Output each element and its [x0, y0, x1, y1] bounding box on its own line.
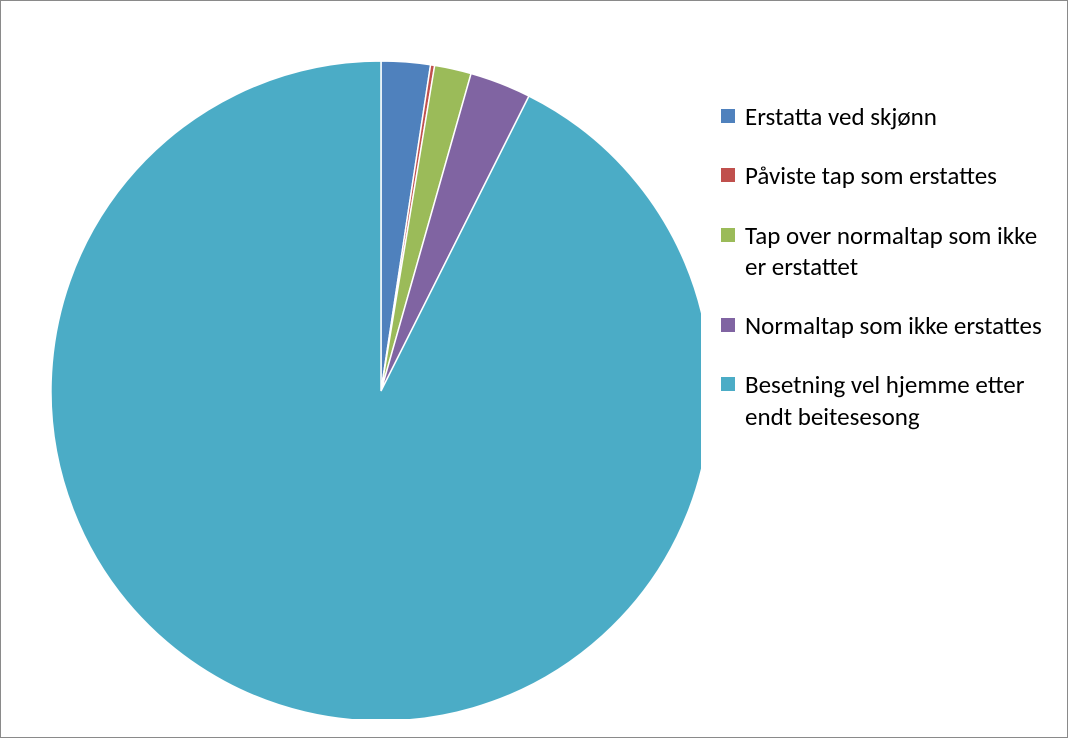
legend-item-0: Erstatta ved skjønn	[721, 101, 1051, 132]
legend-label-1: Påviste tap som erstattes	[745, 160, 997, 191]
pie-slice-4	[51, 61, 701, 719]
legend-label-3: Normaltap som ikke erstattes	[745, 310, 1042, 341]
legend-label-0: Erstatta ved skjønn	[745, 101, 937, 132]
legend: Erstatta ved skjønn Påviste tap som ersta…	[721, 101, 1051, 460]
legend-label-4: Besetning vel hjemme etter endt beiteses…	[745, 369, 1045, 432]
legend-item-4: Besetning vel hjemme etter endt beiteses…	[721, 369, 1051, 432]
pie-chart	[21, 21, 701, 719]
legend-item-1: Påviste tap som erstattes	[721, 160, 1051, 191]
legend-swatch-2	[721, 228, 735, 242]
legend-swatch-4	[721, 377, 735, 391]
legend-item-3: Normaltap som ikke erstattes	[721, 310, 1051, 341]
legend-label-2: Tap over normaltap som ikke er erstattet	[745, 220, 1045, 283]
legend-swatch-1	[721, 168, 735, 182]
legend-swatch-3	[721, 318, 735, 332]
chart-frame: Erstatta ved skjønn Påviste tap som ersta…	[0, 0, 1068, 738]
legend-swatch-0	[721, 109, 735, 123]
legend-item-2: Tap over normaltap som ikke er erstattet	[721, 220, 1051, 283]
pie-plot-area	[21, 21, 701, 719]
